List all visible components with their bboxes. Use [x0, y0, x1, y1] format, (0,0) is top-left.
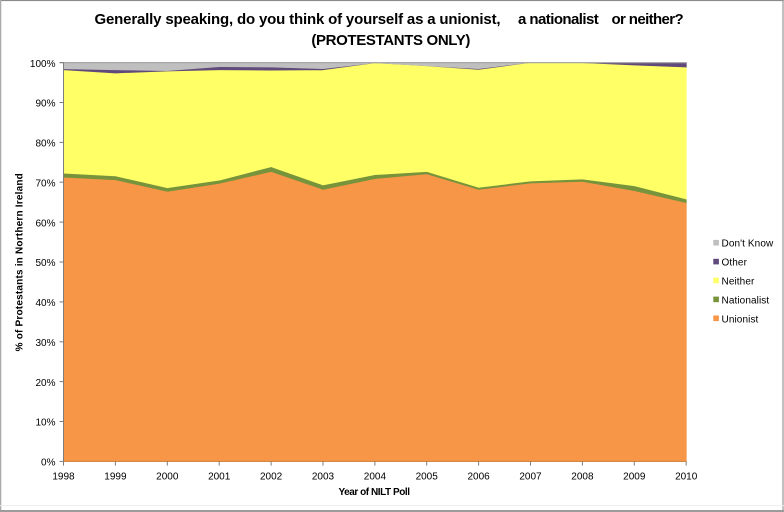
svg-text:60%: 60% — [35, 218, 55, 229]
svg-text:20%: 20% — [35, 378, 55, 389]
svg-text:100%: 100% — [30, 59, 56, 70]
svg-text:Don't Know: Don't Know — [722, 239, 775, 250]
svg-text:1999: 1999 — [104, 472, 127, 483]
svg-text:Other: Other — [722, 258, 748, 269]
svg-text:10%: 10% — [35, 418, 55, 429]
svg-text:2003: 2003 — [312, 472, 335, 483]
svg-text:% of Protestants in Northern I: % of Protestants in Northern Ireland — [15, 173, 26, 351]
svg-text:50%: 50% — [35, 258, 55, 269]
svg-text:(PROTESTANTS ONLY): (PROTESTANTS ONLY) — [311, 32, 470, 49]
svg-text:2002: 2002 — [260, 472, 283, 483]
svg-text:2009: 2009 — [623, 472, 646, 483]
svg-text:40%: 40% — [35, 298, 55, 309]
svg-text:2001: 2001 — [208, 472, 231, 483]
svg-text:Neither: Neither — [722, 277, 756, 288]
svg-text:Year of NILT Poll: Year of NILT Poll — [338, 487, 410, 498]
svg-text:a nationalist: a nationalist — [518, 11, 599, 28]
svg-text:30%: 30% — [35, 338, 55, 349]
svg-text:80%: 80% — [35, 139, 55, 150]
svg-text:2000: 2000 — [156, 472, 179, 483]
svg-text:0%: 0% — [41, 458, 56, 469]
svg-text:or neither?: or neither? — [612, 11, 684, 28]
svg-text:Generally speaking, do you thi: Generally speaking, do you think of your… — [95, 11, 501, 28]
svg-text:70%: 70% — [35, 178, 55, 189]
svg-text:2007: 2007 — [519, 472, 542, 483]
svg-text:90%: 90% — [35, 99, 55, 110]
svg-text:1998: 1998 — [52, 472, 75, 483]
svg-text:Nationalist: Nationalist — [722, 295, 770, 306]
svg-text:2004: 2004 — [364, 472, 387, 483]
svg-text:2005: 2005 — [416, 472, 439, 483]
svg-text:Unionist: Unionist — [722, 314, 759, 325]
svg-text:2010: 2010 — [675, 472, 698, 483]
svg-text:2006: 2006 — [467, 472, 490, 483]
svg-text:2008: 2008 — [571, 472, 594, 483]
